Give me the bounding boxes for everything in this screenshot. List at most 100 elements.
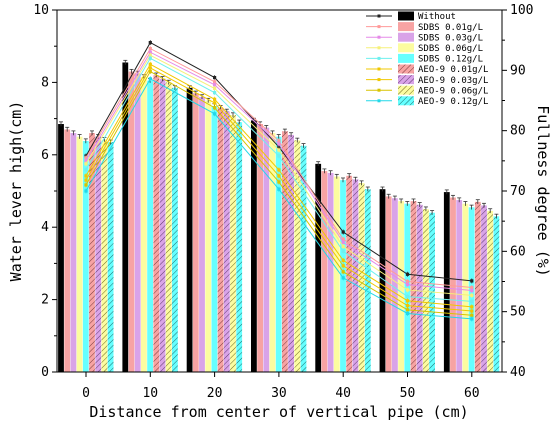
bar — [493, 216, 500, 372]
legend-marker-swatch — [377, 14, 381, 18]
legend-entry-label: SDBS 0.03g/L — [418, 33, 483, 43]
legend-marker-swatch — [377, 67, 381, 71]
bar — [443, 192, 450, 372]
bar — [462, 203, 469, 372]
legend-bar-swatch — [398, 22, 414, 32]
bar — [64, 129, 71, 372]
bar — [217, 107, 224, 373]
bar — [423, 209, 429, 372]
x-tick-label: 20 — [207, 386, 223, 401]
bar — [172, 87, 178, 372]
bar — [134, 73, 141, 372]
bar — [107, 142, 114, 372]
bar — [275, 136, 282, 372]
y2-tick-label: 100 — [510, 3, 533, 18]
y2-tick-label: 60 — [510, 244, 526, 259]
bars-layer — [58, 59, 500, 373]
bar — [122, 62, 129, 373]
bar — [327, 172, 334, 372]
bar — [288, 134, 294, 372]
legend-bar-swatch — [398, 96, 414, 106]
bar — [282, 131, 288, 372]
bar — [230, 114, 236, 372]
bar — [199, 96, 205, 372]
bar — [385, 196, 392, 372]
bar — [89, 133, 95, 372]
x-tick-label: 50 — [400, 386, 416, 401]
bar — [321, 171, 328, 372]
bar — [153, 75, 160, 372]
legend-entry-label: AEO-9 0.01g/L — [418, 65, 488, 75]
legend-entry-label: Without — [418, 12, 456, 22]
y2-tick-label: 50 — [510, 305, 526, 320]
legend-marker-swatch — [377, 88, 381, 92]
bar — [263, 127, 270, 373]
legend-bar-swatch — [398, 85, 414, 95]
bar — [147, 80, 153, 372]
bar — [159, 78, 166, 372]
legend-bar-swatch — [398, 32, 414, 42]
x-tick-label: 40 — [335, 386, 351, 401]
x-tick-label: 10 — [142, 386, 158, 401]
bar — [257, 124, 263, 372]
bar — [236, 122, 243, 372]
x-tick-label: 60 — [464, 386, 480, 401]
legend-bar-swatch — [398, 64, 414, 74]
bar — [346, 175, 353, 372]
left-axis: 0 2 4 6 8 10 — [33, 3, 57, 380]
bar — [95, 136, 102, 372]
bar — [76, 136, 83, 372]
legend-entry-label: AEO-9 0.12g/L — [418, 97, 488, 107]
x-axis: 0 10 20 30 40 50 60 — [82, 372, 480, 401]
bar — [410, 201, 417, 372]
lines-layer — [84, 40, 474, 322]
bar — [205, 100, 212, 372]
bar — [333, 176, 340, 372]
bar — [379, 189, 386, 372]
legend-marker-swatch — [377, 25, 381, 29]
legend-bar-swatch — [398, 75, 414, 85]
legend-entry-label: AEO-9 0.06g/L — [418, 86, 488, 96]
legend-entry-label: AEO-9 0.03g/L — [418, 76, 488, 86]
x-tick-label: 30 — [271, 386, 287, 401]
legend-marker-swatch — [377, 35, 381, 39]
legend-marker-swatch — [377, 78, 381, 82]
bar — [481, 205, 487, 372]
legend-entry-label: SDBS 0.01g/L — [418, 23, 483, 33]
bar — [223, 111, 230, 373]
y-axis-title: Water lever high(cm) — [7, 101, 25, 282]
bar — [165, 82, 172, 373]
bar — [70, 133, 77, 372]
bar — [101, 139, 108, 372]
bar — [251, 120, 257, 372]
bar — [392, 198, 398, 372]
bar — [352, 179, 359, 372]
bar — [416, 204, 423, 372]
bar — [474, 201, 481, 372]
y-tick-label: 4 — [41, 220, 49, 235]
x-axis-title: Distance from center of vertical pipe (c… — [89, 403, 468, 421]
y2-tick-label: 70 — [510, 184, 526, 199]
legend-marker-swatch — [377, 46, 381, 50]
y2-tick-label: 40 — [510, 365, 526, 380]
y-tick-label: 8 — [41, 75, 49, 90]
legend-bar-swatch — [398, 43, 414, 53]
legend-bar-swatch — [398, 53, 414, 63]
bar — [141, 76, 147, 372]
bar — [450, 197, 456, 372]
legend-entry-label: SDBS 0.06g/L — [418, 44, 483, 54]
y-tick-label: 6 — [41, 148, 49, 163]
y2-axis-title: Fullness degree (%) — [534, 105, 550, 277]
bar — [192, 93, 199, 372]
bar — [398, 201, 404, 372]
bar — [315, 163, 322, 372]
y2-tick-label: 90 — [510, 63, 526, 78]
bar — [300, 145, 307, 372]
bar — [186, 87, 193, 372]
legend-marker-swatch — [377, 56, 381, 60]
bar — [487, 210, 494, 372]
bar — [128, 71, 135, 372]
bar — [294, 140, 301, 372]
